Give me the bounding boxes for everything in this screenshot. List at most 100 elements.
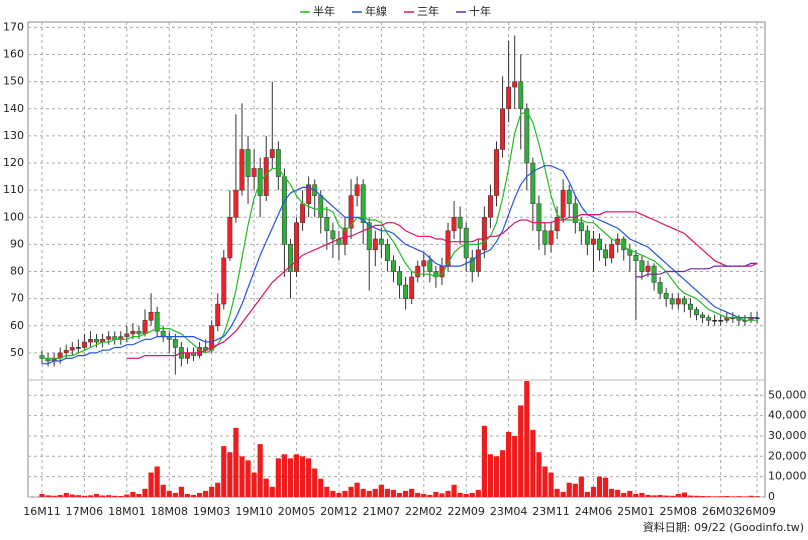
volume-bar [681, 492, 687, 497]
volume-bar [372, 488, 378, 497]
volume-bar [39, 493, 45, 497]
volume-bar [366, 490, 372, 497]
volume-bar [724, 495, 730, 497]
volume-bar [330, 490, 336, 497]
candle-body [318, 195, 324, 218]
y2-tick-label: 40,000 [768, 409, 807, 422]
x-tick-label: 25M08 [660, 505, 698, 518]
candle-body [518, 81, 524, 110]
x-tick-label: 23M04 [490, 505, 528, 518]
candle-body [487, 195, 493, 218]
volume-bar [560, 491, 566, 497]
volume-bar [57, 494, 63, 497]
x-tick-label: 17M06 [66, 505, 104, 518]
ma-line [126, 211, 758, 359]
candle-body [530, 162, 536, 204]
candle-body [506, 86, 512, 110]
volume-bar [542, 466, 548, 497]
volume-bar [693, 495, 700, 497]
candle-body [75, 347, 81, 349]
volume-bar [621, 492, 627, 497]
x-tick-label: 22M02 [405, 505, 443, 518]
volume-bar [166, 490, 172, 497]
volume-bar [415, 492, 421, 497]
candle-body [603, 249, 609, 259]
candle-body [500, 108, 506, 150]
volume-bar [75, 495, 81, 497]
volume-bar [306, 458, 312, 497]
volume-bar [602, 477, 609, 497]
candle-body [88, 339, 93, 343]
volume-bar [148, 472, 154, 497]
candle-body [324, 217, 330, 232]
volume-bar [263, 478, 269, 497]
candle-body [560, 189, 566, 218]
candle-body [669, 298, 675, 305]
candle-body [524, 108, 530, 164]
volume-bar [275, 458, 281, 497]
volume-bar [669, 495, 675, 497]
volume-bar [439, 493, 445, 497]
candle-body [481, 217, 487, 251]
volume-bar [227, 452, 233, 497]
ma-line [42, 165, 758, 365]
volume-bar [178, 486, 184, 497]
candle-body [245, 149, 251, 177]
candle-body [706, 317, 712, 321]
candle-body [415, 265, 421, 278]
volume-bar [590, 486, 597, 497]
volume-bar [687, 495, 694, 497]
volume-bar [748, 495, 754, 497]
candle-body [184, 352, 190, 359]
volume-bar [633, 493, 639, 497]
volume-bar [348, 486, 354, 497]
candle-body [572, 203, 578, 223]
candle-body [300, 203, 306, 223]
volume-bar [463, 493, 469, 497]
volume-bar [457, 492, 463, 497]
candle-body [81, 341, 87, 348]
ma-line [42, 110, 758, 359]
y-tick-label: 130 [3, 129, 24, 142]
candle-body [148, 311, 154, 321]
candle-body [94, 339, 99, 343]
y-tick-label: 90 [10, 237, 24, 250]
x-tick-label: 26M09 [738, 505, 776, 518]
volume-bar [245, 460, 251, 497]
x-tick-label: 18M08 [151, 505, 189, 518]
candle-body [687, 303, 693, 310]
candle-body [451, 217, 457, 232]
volume-bar [184, 493, 191, 497]
y-tick-label: 160 [3, 48, 24, 61]
x-tick-label: 19M03 [193, 505, 231, 518]
candle-body [281, 176, 287, 245]
volume-bar [445, 490, 451, 497]
candle-body [269, 149, 275, 158]
volume-bar [421, 493, 427, 497]
volume-bar [281, 454, 287, 497]
volume-bar [718, 496, 724, 497]
y-tick-label: 110 [3, 183, 24, 196]
volume-bar [609, 488, 615, 497]
candle-body [384, 244, 390, 261]
volume-bar [221, 446, 227, 497]
volume-bar [69, 494, 75, 497]
legend-label: 十年 [469, 4, 491, 18]
candle-body [403, 284, 409, 299]
volume-bar [360, 488, 366, 497]
volume-bar [45, 495, 51, 497]
volume-bar [487, 454, 494, 497]
x-tick-label: 26M03 [702, 505, 740, 518]
candle-body [106, 336, 112, 340]
volume-bar [396, 492, 403, 497]
candle-body [584, 230, 590, 245]
candle-body [645, 265, 651, 272]
candle-body [69, 347, 75, 351]
candle-body [718, 320, 724, 322]
volume-bar [239, 456, 245, 497]
volume-bar [160, 484, 166, 497]
plot-frame [27, 21, 766, 498]
candle-body [397, 271, 402, 286]
volume-bar [699, 495, 706, 497]
